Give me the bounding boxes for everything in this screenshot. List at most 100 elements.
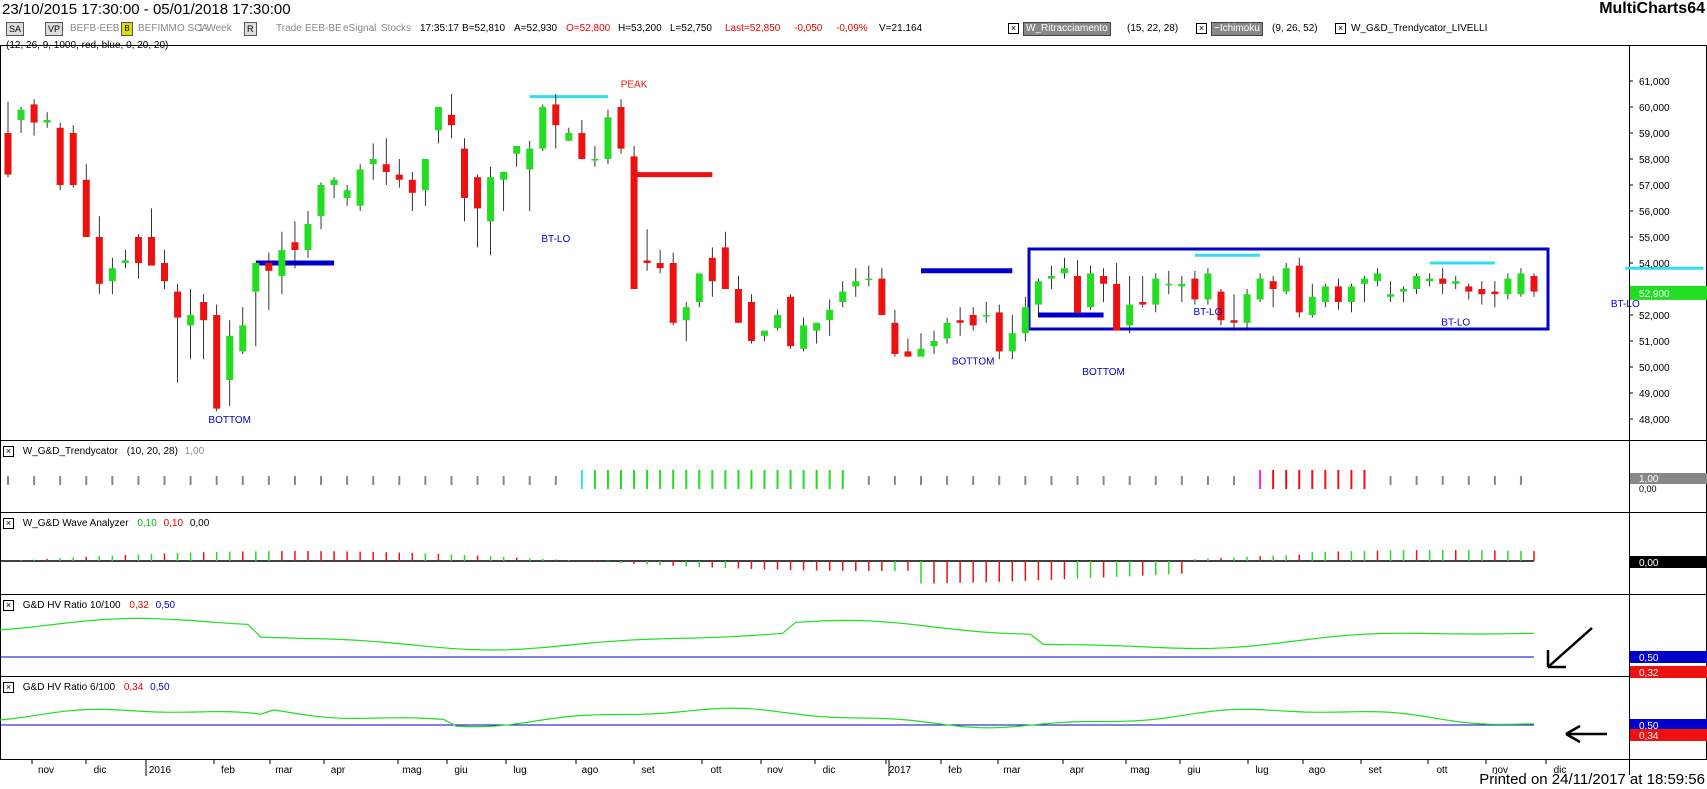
vp-button[interactable]: VP [45,22,64,36]
b-button[interactable]: B [121,22,133,36]
candle-body [682,307,690,321]
candle-body [669,263,677,323]
hv10-header: × G&D HV Ratio 10/100 0,32 0,50 [3,600,175,611]
arrow-icon [1565,724,1607,744]
candle-body [1139,302,1147,305]
candle-body [865,278,873,281]
candle-body [774,315,782,328]
hv-red-marker [1630,666,1707,678]
hv6-v1: 0,34 [123,682,144,693]
close-icon[interactable]: × [3,682,14,693]
type-label: Stocks [381,23,412,34]
annotation-label: BOTTOM [1082,367,1125,378]
candle-body [930,341,938,347]
candle-body [82,179,90,237]
candle-body [121,260,129,263]
trend-value-marker [1630,473,1707,484]
candle-body [108,268,116,282]
price-tick-label: 59,000 [1639,129,1670,140]
candle-body [434,107,442,131]
candle-body [878,278,886,315]
time-tick-label: nov [38,765,54,776]
candle-body [721,247,729,289]
candle-body [1100,276,1108,284]
candle-body [187,315,195,326]
level-lines [255,95,1704,331]
time-tick-label: feb [221,765,235,776]
hv10-name: G&D HV Ratio 10/100 [22,600,121,611]
r-button[interactable]: R [244,22,257,36]
date-range: 23/10/2015 17:30:00 - 05/01/2018 17:30:0… [2,1,291,18]
time-tick-label: dic [94,765,107,776]
candle-body [134,237,142,263]
annotation-label: BT-LO [1611,299,1640,310]
candle-body [30,104,38,123]
candle-body [278,250,286,276]
ritracciamento-params: (15, 22, 28) [1127,23,1179,34]
time-tick-label: dic [1554,765,1567,776]
close-icon[interactable]: × [1196,23,1207,34]
candle-body [1113,283,1121,331]
price-axis: 61,000 60,000 59,000 58,000 57,000 56,000 55,0… [1629,77,1707,426]
sa-button[interactable]: SA [6,22,25,36]
time-tick-label: 2017 [889,765,912,776]
annotation-label: BT-LO [1193,307,1222,318]
candle-body [343,190,351,198]
wave-v3: 0,00 [189,518,210,529]
candle-body [695,273,703,302]
annotation-label: BT-LO [1441,317,1470,328]
candle-body [1308,296,1316,315]
trend-value-label: 1,00 [1639,474,1659,485]
close-icon[interactable]: × [3,518,14,529]
indicator-ritracciamento[interactable]: W_Ritracciamento [1023,22,1111,36]
candle-body [617,107,625,149]
candle-body [1439,278,1447,284]
candle-body [982,315,990,317]
hv-ratio-6-panel: 0,500,34 [0,707,1707,742]
close-icon[interactable]: × [3,446,14,457]
price-tick-label: 54,000 [1639,259,1670,270]
candle-body [304,224,312,250]
time-tick-label: nov [1492,765,1508,776]
candle-body [604,117,612,159]
hv-blue-label: 0,50 [1639,721,1659,732]
candle-body [956,320,964,323]
wave-analyzer-header: × W_G&D Wave Analyzer 0,10 0,10 0,00 [3,518,209,529]
candle-body [1295,265,1303,313]
close-icon[interactable]: × [1008,23,1019,34]
candle-body [1465,286,1473,292]
candle-body [1047,276,1055,279]
candle-body [460,148,468,198]
candle-body [447,114,455,126]
hv6-header: × G&D HV Ratio 6/100 0,34 0,50 [3,682,170,693]
price-tick-label: 57,000 [1639,181,1670,192]
candle-body [1060,268,1068,274]
indicator-ichimoku[interactable]: ~Ichimoku [1211,22,1263,36]
hv6-v2: 0,50 [150,682,170,693]
close-icon[interactable]: × [3,600,14,611]
candle-body [526,148,534,170]
candle-body [395,174,403,180]
candle-body [852,281,860,287]
candle-body [578,133,586,159]
candle-body [1517,273,1525,295]
time-tick-label: apr [331,765,346,776]
symbol2-label: EEB-BE [305,23,342,34]
candle-body [1387,294,1395,297]
close-icon[interactable]: × [1335,23,1346,34]
candle-body [839,291,847,302]
hv6-name: G&D HV Ratio 6/100 [22,682,116,693]
indicator-livelli[interactable]: W_G&D_Trendycator_LIVELLI [1351,23,1488,34]
ask-label: A=52,930 [514,23,558,34]
time-tick-label: dic [823,765,836,776]
wave-value-marker [1630,556,1707,568]
trade-label: Trade [276,23,302,34]
time-tick-label: ago [1309,765,1326,776]
hv-red-label: 0,34 [1639,731,1659,742]
candle-body [826,309,834,321]
time-label: 17:35:17 [420,23,459,34]
app-name: MultiCharts64 [1599,0,1705,17]
trendycator-params: (10, 20, 28) [126,446,178,457]
arrow-icon [1546,627,1593,669]
